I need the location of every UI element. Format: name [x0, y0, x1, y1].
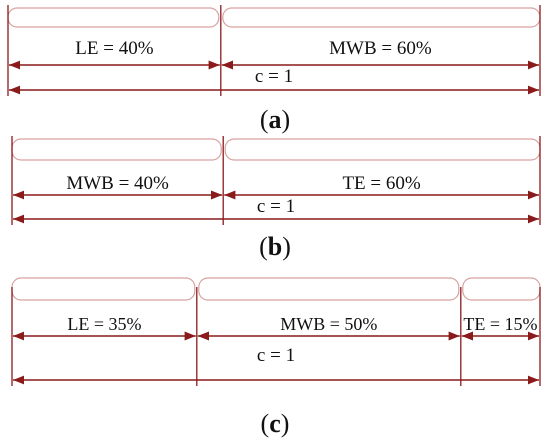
chord-length-label: c = 1	[257, 345, 295, 366]
caption-close-paren: )	[282, 232, 291, 261]
chord-length-label: c = 1	[255, 66, 293, 87]
panels-layer: LE = 40% MWB = 60%c = 1(a)MWB = 40% TE = 6…	[7, 5, 541, 438]
segment-label: LE = 35%	[67, 314, 141, 334]
caption-open-paren: (	[261, 409, 270, 438]
panel-caption: (c)	[261, 409, 290, 438]
segment-label: TE = 15%	[463, 314, 537, 334]
segment-label: MWB = 50%	[280, 314, 377, 334]
caption-close-paren: )	[281, 409, 290, 438]
section-outline-1	[11, 277, 196, 301]
panel-a: LE = 40% MWB = 60% c = 1 (a)	[7, 5, 541, 134]
segment-label: MWB = 40%	[66, 173, 169, 194]
caption-close-paren: )	[282, 105, 291, 134]
caption-open-paren: (	[259, 232, 268, 261]
panel-caption: (a)	[260, 105, 290, 134]
section-outline-2	[198, 277, 460, 301]
caption-letter: c	[269, 409, 281, 438]
caption-open-paren: (	[260, 105, 269, 134]
chord-length-label: c = 1	[257, 196, 295, 217]
panel-c: LE = 35% MWB = 50% TE = 15% c = 1 (c)	[11, 277, 541, 438]
segment-label: TE = 60%	[342, 173, 420, 194]
panel-b: MWB = 40% TE = 60% c = 1 (b)	[11, 136, 541, 261]
section-outline-2	[222, 7, 541, 28]
section-outline-2	[224, 138, 541, 161]
caption-letter: b	[268, 232, 282, 261]
section-outline-1	[11, 138, 222, 161]
segment-label: LE = 40%	[75, 38, 153, 59]
segment-label: MWB = 60%	[329, 38, 432, 59]
section-outline-3	[462, 277, 541, 301]
section-outline-1	[7, 7, 220, 28]
caption-letter: a	[269, 105, 282, 134]
panel-caption: (b)	[259, 232, 291, 261]
